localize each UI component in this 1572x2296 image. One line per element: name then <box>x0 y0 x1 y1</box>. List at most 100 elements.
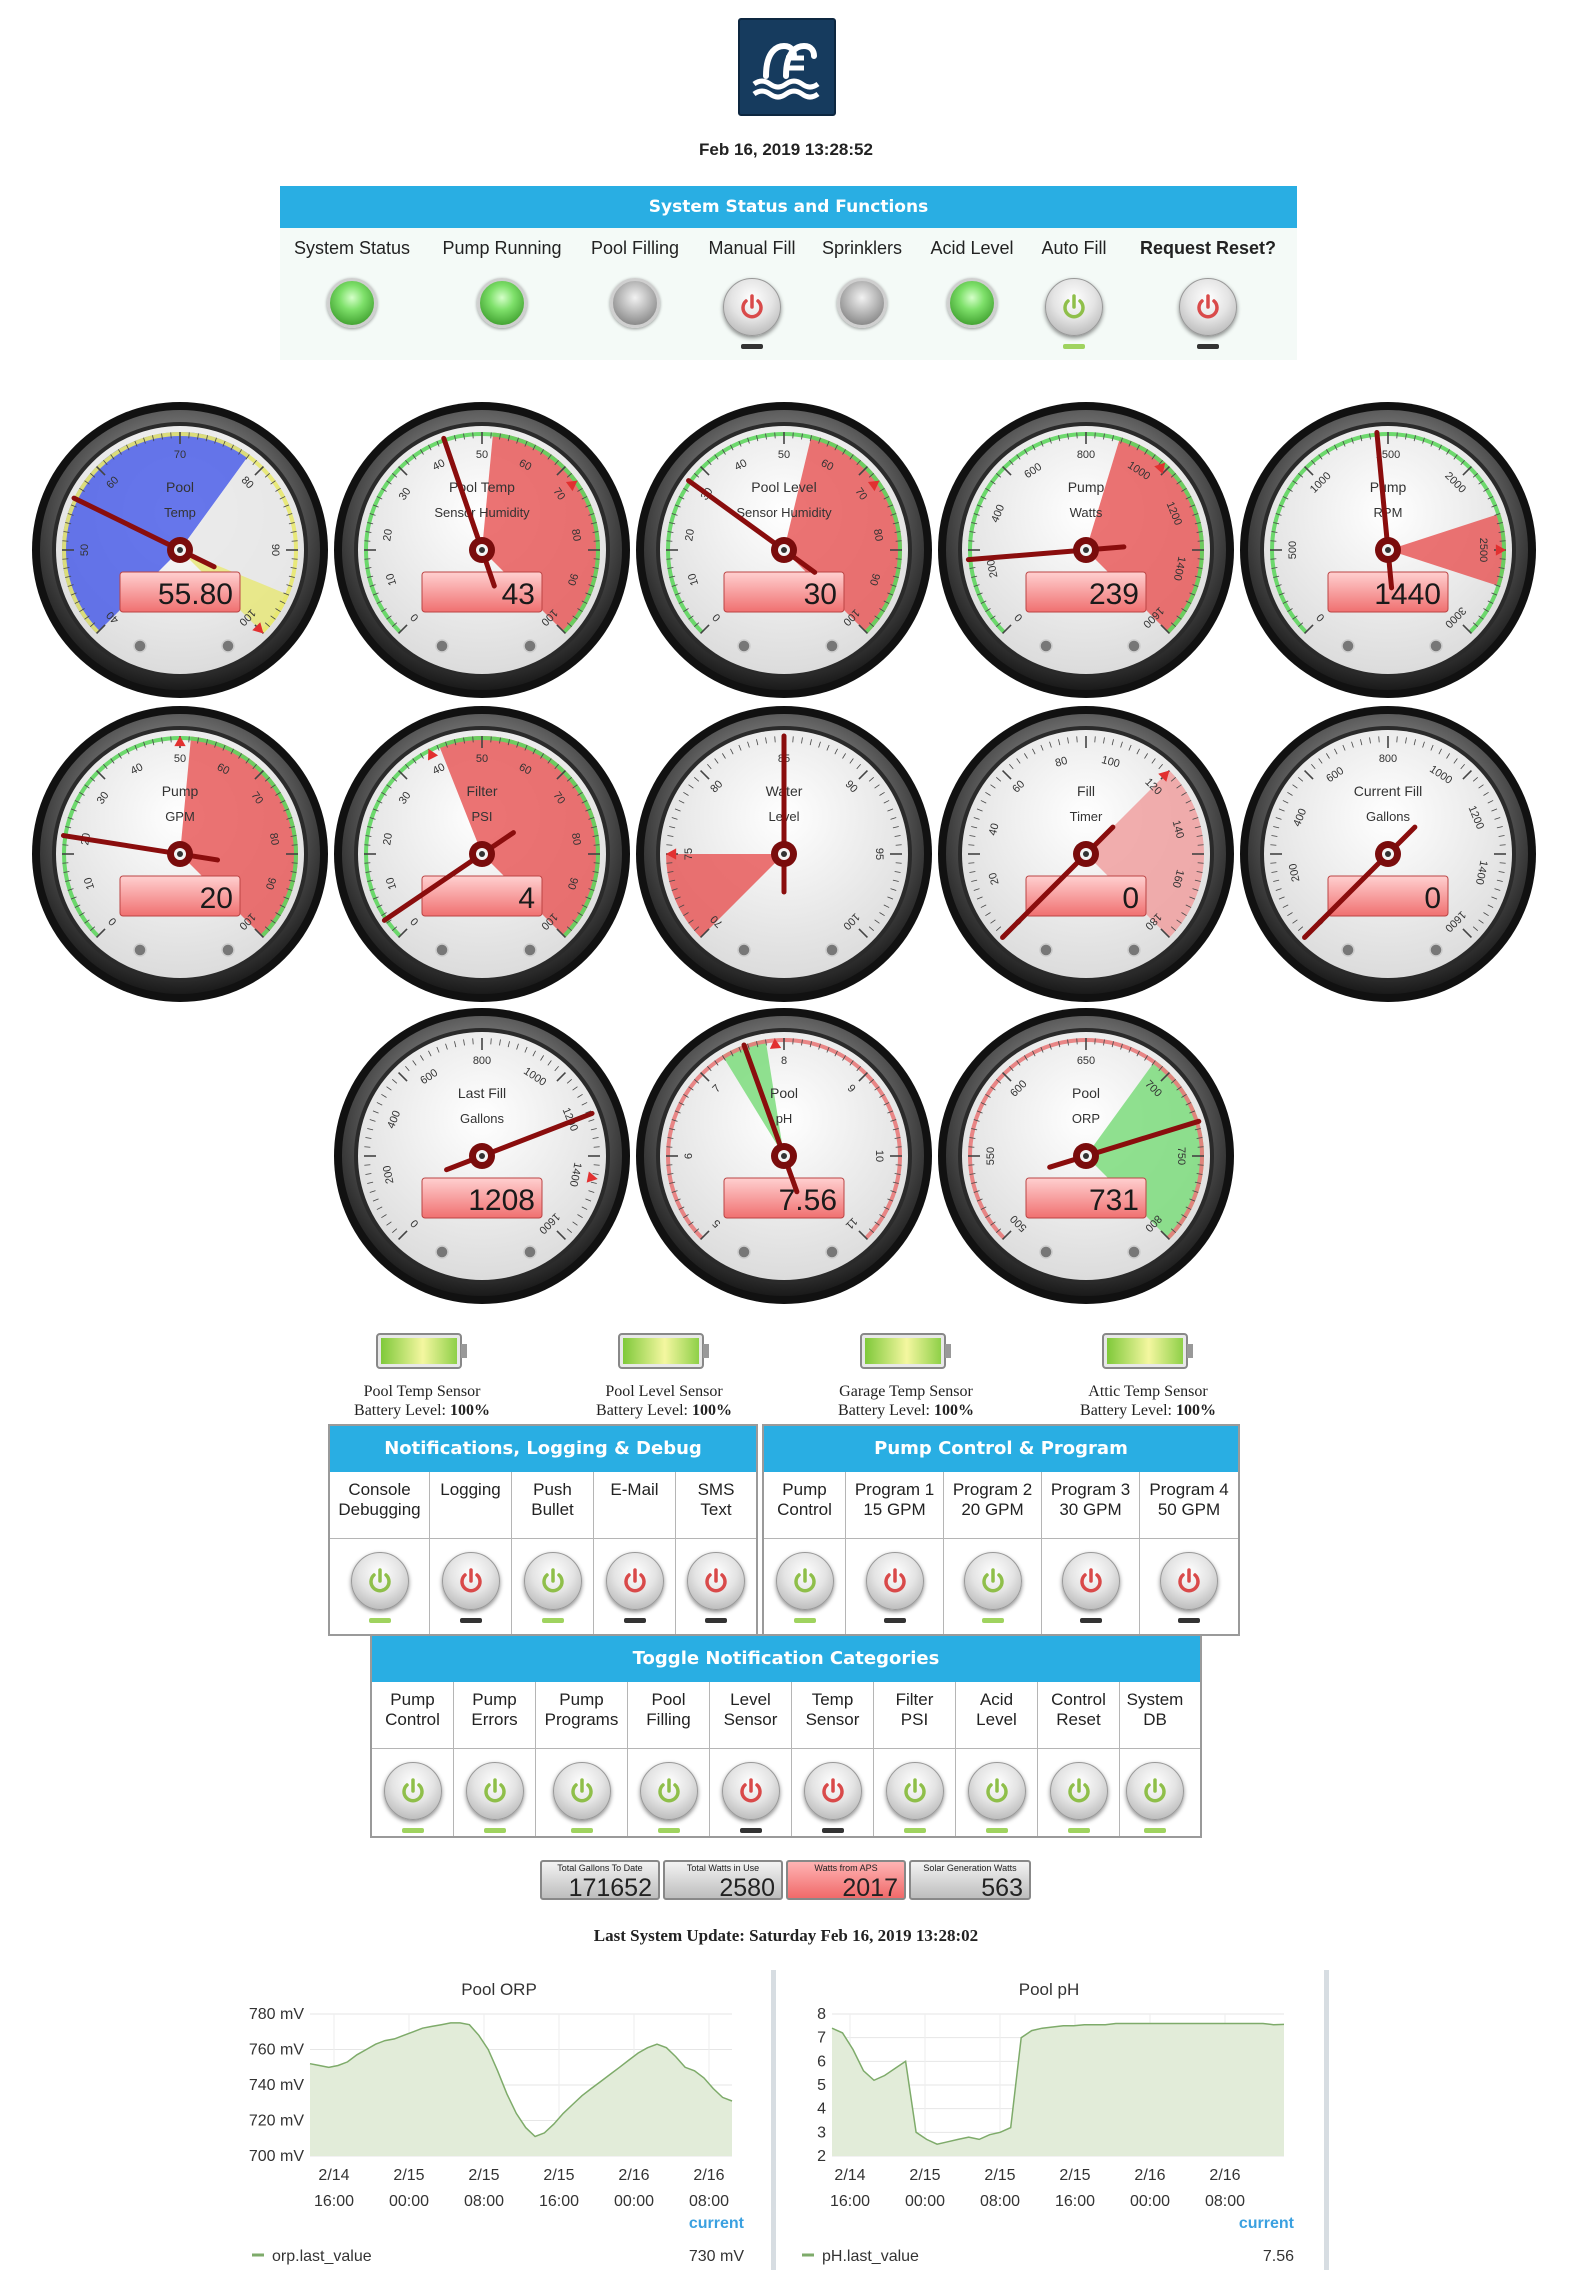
system-status-panel: System Status and Functions System Statu… <box>280 186 1297 360</box>
gauge-value: 20 <box>200 882 233 915</box>
gauge-marker <box>1154 462 1166 474</box>
gauge-led <box>435 639 449 653</box>
acid-level-toggle-button[interactable] <box>968 1762 1026 1820</box>
temp-sensor-toggle-button[interactable] <box>804 1762 862 1820</box>
system-db-toggle-button[interactable] <box>1126 1762 1184 1820</box>
request-reset-button[interactable] <box>1179 278 1237 336</box>
toggle-cell-system-db: System DB <box>1120 1682 1190 1836</box>
state-indicator <box>484 1828 506 1833</box>
toggle-label: System DB <box>1126 1690 1184 1729</box>
power-icon <box>484 1778 506 1803</box>
status-label-auto-fill: Auto Fill <box>1041 238 1107 258</box>
gauge-band <box>180 454 298 596</box>
gauge-title: Last Fill <box>458 1085 506 1101</box>
gauge-lcd <box>1025 571 1147 613</box>
program-1-15-gpm-toggle-button[interactable] <box>866 1552 924 1610</box>
gauge-subtitle: pH <box>776 1111 793 1126</box>
pump-errors-toggle-button[interactable] <box>466 1762 524 1820</box>
toggle-cell-pump-control: Pump Control <box>764 1472 846 1634</box>
pool-orp-graph: Pool ORP 780 mV 760 mV 740 mV 720 mV 700 mV 2… <box>234 1968 764 2268</box>
legend-current-value: 7.56 <box>1263 2248 1294 2265</box>
program-2-20-gpm-toggle-button[interactable] <box>964 1552 1022 1610</box>
console-debugging-toggle-button[interactable] <box>351 1552 409 1610</box>
gauge-band <box>722 1039 784 1156</box>
gauge-last-fill-gallons: 02004006008001000120014001600Last FillGa… <box>332 1006 632 1306</box>
y-tick-label: 6 <box>817 2053 826 2070</box>
state-indicator <box>624 1618 646 1623</box>
filter-psi-toggle-button[interactable] <box>886 1762 944 1820</box>
gauge-marker <box>174 736 186 747</box>
gauge-filter-psi: 0 10 20 30 40 50 60 70 80 90 100 Filter PSI 4 <box>332 704 632 1004</box>
level-sensor-toggle-button[interactable] <box>722 1762 780 1820</box>
toggle-cell-program-3-30-gpm: Program 3 30 GPM <box>1042 1472 1140 1634</box>
gauge-tick-label: 10 <box>686 572 701 587</box>
gauge-tick-label: 6 <box>683 1153 695 1159</box>
status-label-pump-running: Pump Running <box>442 238 562 258</box>
gauge-led <box>1127 943 1141 957</box>
state-indicator <box>1080 1618 1102 1623</box>
toggle-label: Program 1 15 GPM <box>854 1480 935 1519</box>
gauge-pump-gpm: 0102030405060708090100PumpGPM20 <box>30 704 330 1004</box>
gauge-tick-label: 750 <box>1175 1147 1187 1165</box>
control-reset-toggle-button[interactable] <box>1050 1762 1108 1820</box>
gauge-pool-ph: 5 6 7 8 9 10 11 Pool pH 7.56 <box>634 1006 934 1306</box>
sensor-name: Garage Temp Sensor <box>839 1383 973 1400</box>
pool-logo <box>738 18 836 116</box>
x-tick-label: 00:00 <box>614 2193 654 2210</box>
program-3-30-gpm-toggle-button[interactable] <box>1062 1552 1120 1610</box>
push-bullet-toggle-button[interactable] <box>524 1552 582 1610</box>
gauge-led <box>737 943 751 957</box>
gauge-led <box>1039 1245 1053 1259</box>
gauge-tick-label: 10 <box>873 1150 885 1162</box>
sms-text-toggle-button[interactable] <box>687 1552 745 1610</box>
gauge-tick-label: 20 <box>381 528 395 542</box>
x-tick-label: 2/14 <box>834 2167 865 2184</box>
power-icon <box>1144 1778 1166 1803</box>
gauge-led <box>523 1245 537 1259</box>
battery-icon <box>617 1330 711 1372</box>
gauge-tick-label: 50 <box>174 753 186 765</box>
x-tick-label: 2/15 <box>909 2167 940 2184</box>
pool-filling-toggle-button[interactable] <box>640 1762 698 1820</box>
pump-control-toggle-button[interactable] <box>384 1762 442 1820</box>
battery-level: Battery Level: 100% <box>796 1401 1016 1420</box>
auto-fill-button[interactable] <box>1045 278 1103 336</box>
pump-programs-toggle-button[interactable] <box>553 1762 611 1820</box>
gauge-band <box>438 736 600 938</box>
manual-fill-button[interactable] <box>723 278 781 336</box>
toggle-label: E-Mail <box>610 1480 659 1499</box>
gauge-led <box>825 639 839 653</box>
gauge-tick-label: 30 <box>95 790 112 807</box>
x-tick-label: 2/16 <box>693 2167 724 2184</box>
state-indicator <box>1197 344 1219 349</box>
state-indicator <box>884 1618 906 1623</box>
gauge-value: 7.56 <box>779 1184 837 1217</box>
gauge-tick-label: 30 <box>397 790 414 807</box>
table-divider <box>372 1748 1200 1749</box>
power-icon <box>1197 294 1219 319</box>
power-icon <box>460 1568 482 1593</box>
power-icon <box>369 1568 391 1593</box>
gauge-tick-label: 100 <box>1100 754 1121 770</box>
gauge-tick-label: 800 <box>1077 449 1095 461</box>
current-datetime: Feb 16, 2019 13:28:52 <box>699 140 873 159</box>
gauge-tick-label: 70 <box>852 486 869 503</box>
state-indicator <box>705 1618 727 1623</box>
gauge-led <box>1127 1245 1141 1259</box>
e-mail-toggle-button[interactable] <box>606 1552 664 1610</box>
gauge-tick-label: 20 <box>381 832 395 846</box>
status-lamp-system-status <box>327 278 377 328</box>
gauge-subtitle: RPM <box>1374 505 1403 520</box>
gauge-value: 4 <box>518 882 535 915</box>
power-icon <box>741 294 763 319</box>
program-4-50-gpm-toggle-button[interactable] <box>1160 1552 1218 1610</box>
toggle-label: Level Sensor <box>723 1690 778 1729</box>
gauge-subtitle: Gallons <box>460 1111 505 1126</box>
logging-toggle-button[interactable] <box>442 1552 500 1610</box>
gauge-subtitle: Sensor Humidity <box>736 505 832 520</box>
gauge-tick-label: 60 <box>517 457 533 473</box>
x-tick-label: 2/15 <box>468 2167 499 2184</box>
toggle-cell-program-2-20-gpm: Program 2 20 GPM <box>944 1472 1042 1634</box>
pump-control-toggle-button[interactable] <box>776 1552 834 1610</box>
state-indicator <box>1178 1618 1200 1623</box>
